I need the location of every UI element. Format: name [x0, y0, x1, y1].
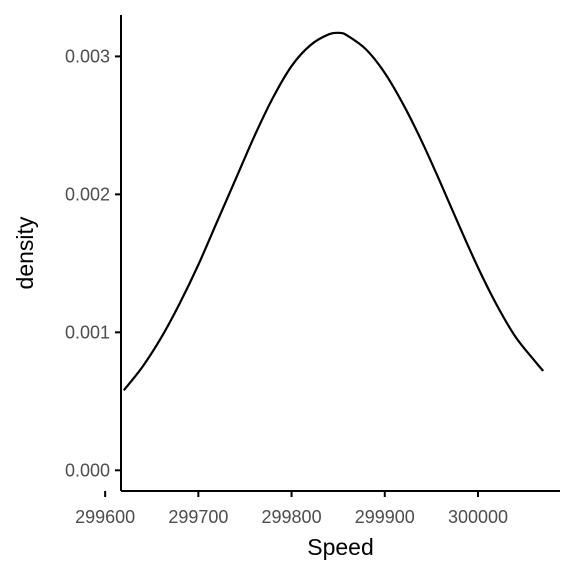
y-axis-title: density [12, 216, 38, 289]
y-axis: 0.000 0.001 0.002 0.003 [65, 15, 122, 491]
x-tick-label: 299900 [355, 507, 415, 527]
y-tick-label: 0.003 [65, 46, 110, 66]
x-tick-label: 300000 [448, 507, 508, 527]
x-tick-label: 299800 [262, 507, 322, 527]
x-tick-label: 299600 [75, 507, 135, 527]
plot-panel [122, 31, 545, 391]
x-axis-title: Speed [307, 534, 374, 560]
density-curve [122, 31, 545, 391]
x-tick-label: 299700 [168, 507, 228, 527]
x-axis: 299600 299700 299800 299900 300000 [75, 490, 560, 527]
y-tick-label: 0.000 [65, 460, 110, 480]
y-tick-label: 0.002 [65, 184, 110, 204]
y-tick-label: 0.001 [65, 322, 110, 342]
